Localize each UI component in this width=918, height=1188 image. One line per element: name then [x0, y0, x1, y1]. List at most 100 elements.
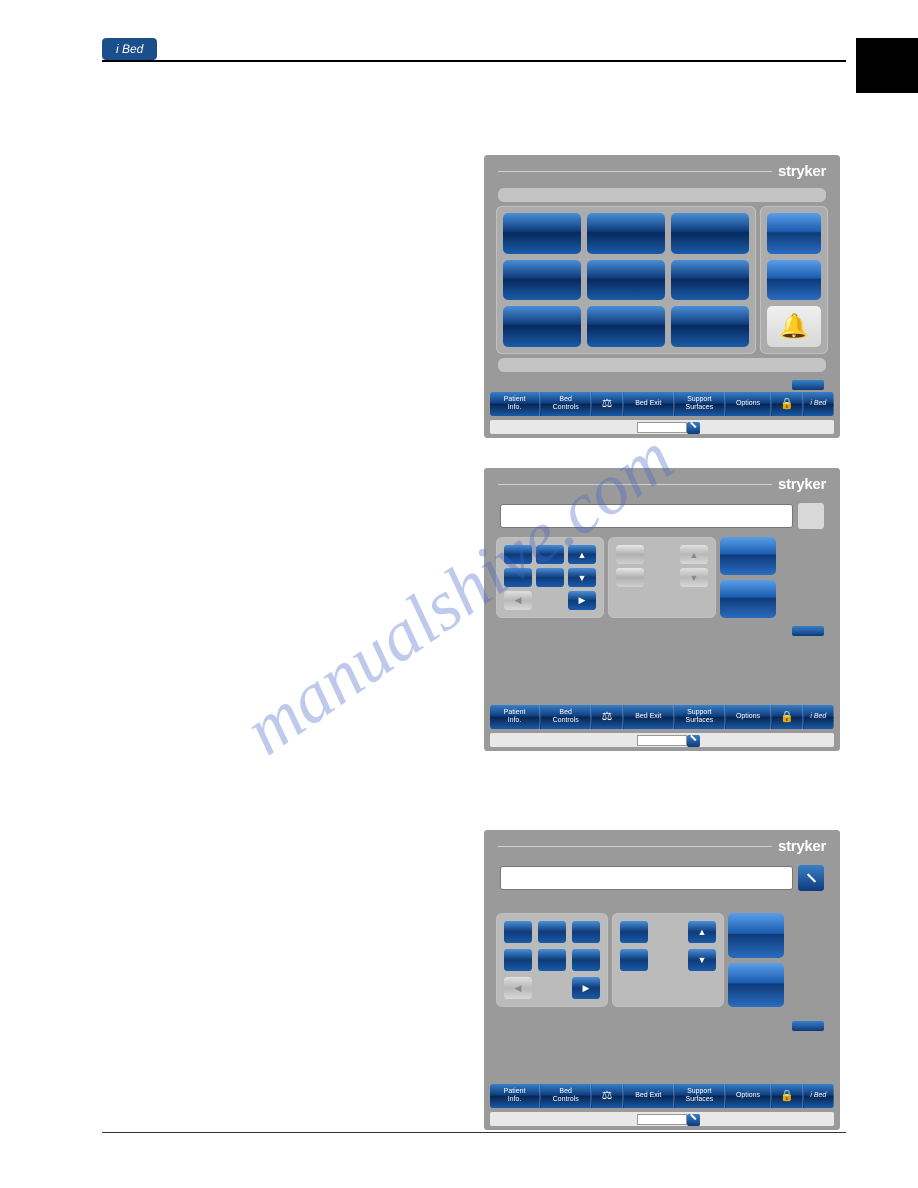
arrow-down-button-grey[interactable]: ▼ — [680, 568, 708, 587]
arrow-down-button[interactable]: ▼ — [568, 568, 596, 587]
big-button[interactable] — [720, 580, 776, 618]
ctrl-button[interactable] — [620, 949, 648, 971]
nav-bed-exit[interactable]: Bed Exit — [624, 392, 674, 416]
screen-panel-3: stryker ◀ ▶ ▲ ▼ — [484, 830, 840, 1130]
nav-bed-exit[interactable]: Bed Exit — [624, 705, 674, 729]
grid-frame: 🔔 — [496, 206, 828, 354]
side-column: 🔔 — [760, 206, 828, 354]
brand-row: stryker — [490, 161, 834, 184]
arrow-up-button[interactable]: ▲ — [568, 545, 596, 564]
nav-patient-info[interactable]: Patient Info. — [490, 1084, 540, 1108]
small-indicator — [792, 380, 824, 390]
nav-ibed[interactable]: i Bed — [804, 705, 834, 729]
strip-field[interactable] — [637, 1114, 687, 1125]
grid-button[interactable] — [587, 260, 665, 301]
nav-scale[interactable]: ⚖ — [592, 392, 622, 416]
side-button[interactable] — [767, 260, 821, 301]
ctrl-button-grey[interactable] — [616, 545, 644, 564]
grid-button[interactable] — [587, 213, 665, 254]
bottom-strip — [490, 420, 834, 434]
nav-bed-controls[interactable]: Bed Controls — [541, 705, 591, 729]
nav-options[interactable]: Options — [726, 1084, 771, 1108]
small-indicator-row — [490, 622, 834, 636]
nav-bar: Patient Info. Bed Controls ⚖ Bed Exit Su… — [490, 392, 834, 416]
nav-bed-controls[interactable]: Bed Controls — [541, 392, 591, 416]
grid-button[interactable] — [671, 306, 749, 347]
nav-scale[interactable]: ⚖ — [592, 1084, 622, 1108]
nav-bar: Patient Info. Bed Controls ⚖ Bed Exit Su… — [490, 705, 834, 729]
nav-scale[interactable]: ⚖ — [592, 705, 622, 729]
screen-panel-2: stryker ▲ ▼ ◀ ▶ ▲ ▼ — [484, 468, 840, 751]
right-control-panel: ▲ ▼ — [612, 913, 724, 1007]
name-input[interactable] — [500, 504, 793, 528]
grid-button[interactable] — [587, 306, 665, 347]
grid-button[interactable] — [503, 260, 581, 301]
nav-ibed[interactable]: i Bed — [804, 1084, 834, 1108]
ctrl-button[interactable] — [572, 949, 600, 971]
small-indicator-row — [490, 1017, 834, 1031]
ctrl-button[interactable] — [504, 545, 532, 564]
arrow-right-button[interactable]: ▶ — [568, 591, 596, 610]
ctrl-button-grey[interactable] — [616, 568, 644, 587]
footer-divider — [102, 1132, 846, 1133]
lock-icon: 🔒 — [780, 398, 794, 410]
grid-button[interactable] — [671, 213, 749, 254]
scale-icon: ⚖ — [602, 397, 613, 410]
nav-options[interactable]: Options — [726, 392, 771, 416]
big-button[interactable] — [728, 963, 784, 1008]
strip-field[interactable] — [637, 735, 687, 746]
ctrl-button[interactable] — [538, 921, 566, 943]
arrow-up-button[interactable]: ▲ — [688, 921, 716, 943]
nav-patient-info[interactable]: Patient Info. — [490, 705, 540, 729]
nav-lock[interactable]: 🔒 — [772, 1084, 802, 1108]
ctrl-button[interactable] — [504, 568, 532, 587]
nav-options[interactable]: Options — [726, 705, 771, 729]
strip-field[interactable] — [637, 422, 687, 433]
nav-ibed[interactable]: i Bed — [804, 392, 834, 416]
arrow-up-button-grey[interactable]: ▲ — [680, 545, 708, 564]
big-buttons-column — [728, 913, 784, 1007]
big-button[interactable] — [728, 913, 784, 958]
button-grid-3x3 — [496, 206, 756, 354]
brand-row: stryker — [490, 836, 834, 859]
arrow-down-button[interactable]: ▼ — [688, 949, 716, 971]
name-edit-button[interactable] — [798, 865, 824, 891]
nav-lock[interactable]: 🔒 — [772, 705, 802, 729]
ctrl-button[interactable] — [538, 949, 566, 971]
nav-support-surfaces[interactable]: Support Surfaces — [675, 392, 725, 416]
arrow-left-button[interactable]: ◀ — [504, 591, 532, 610]
arrow-left-button[interactable]: ◀ — [504, 977, 532, 999]
side-button[interactable] — [767, 213, 821, 254]
ctrl-button[interactable] — [620, 921, 648, 943]
grid-button[interactable] — [503, 306, 581, 347]
nav-support-surfaces[interactable]: Support Surfaces — [675, 1084, 725, 1108]
lock-icon: 🔒 — [780, 711, 794, 723]
name-input[interactable] — [500, 866, 793, 890]
nav-bed-controls[interactable]: Bed Controls — [541, 1084, 591, 1108]
name-row — [500, 503, 824, 529]
nav-support-surfaces[interactable]: Support Surfaces — [675, 705, 725, 729]
ctrl-button[interactable] — [572, 921, 600, 943]
ctrl-button[interactable] — [536, 568, 564, 587]
nav-lock[interactable]: 🔒 — [772, 392, 802, 416]
nav-bar: Patient Info. Bed Controls ⚖ Bed Exit Su… — [490, 1084, 834, 1108]
nav-bed-exit[interactable]: Bed Exit — [624, 1084, 674, 1108]
nav-patient-info[interactable]: Patient Info. — [490, 392, 540, 416]
screen-panel-1: stryker 🔔 Patient Info. Bed Controls ⚖ — [484, 155, 840, 438]
arrow-right-button[interactable]: ▶ — [572, 977, 600, 999]
brand-row: stryker — [490, 474, 834, 497]
bell-button[interactable]: 🔔 — [767, 306, 821, 347]
grid-button[interactable] — [503, 213, 581, 254]
controls-row: ▲ ▼ ◀ ▶ ▲ ▼ — [496, 537, 828, 618]
brand-line — [498, 846, 772, 847]
pencil-icon — [690, 421, 696, 427]
ctrl-button[interactable] — [504, 921, 532, 943]
scale-icon: ⚖ — [602, 1089, 613, 1102]
small-indicator — [792, 1021, 824, 1031]
left-control-panel: ◀ ▶ — [496, 913, 608, 1007]
ctrl-button[interactable] — [504, 949, 532, 971]
name-side-button[interactable] — [798, 503, 824, 529]
big-button[interactable] — [720, 537, 776, 575]
ctrl-button[interactable] — [536, 545, 564, 564]
grid-button[interactable] — [671, 260, 749, 301]
